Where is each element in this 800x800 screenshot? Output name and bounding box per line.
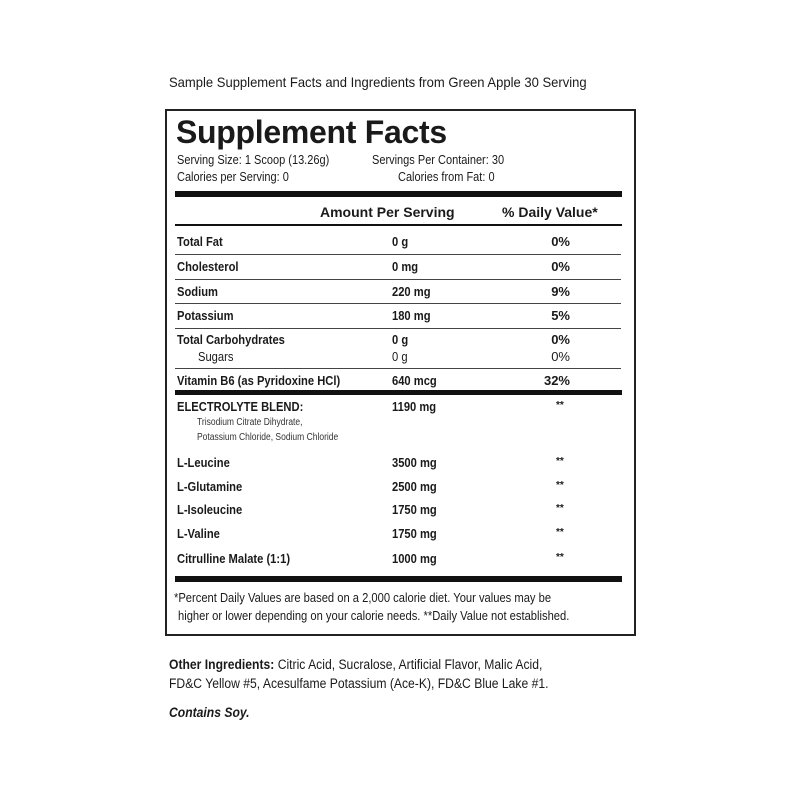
ingredient-dv: ** [556, 503, 564, 514]
ingredient-amount: 1000 mg [392, 551, 437, 566]
ingredient-name: Citrulline Malate (1:1) [177, 551, 291, 566]
ingredient-name: L-Glutamine [177, 479, 243, 494]
supplement-facts-panel [165, 109, 636, 636]
nutrient-amount: 0 g [392, 349, 408, 364]
row-divider [175, 279, 621, 280]
ingredient-name: L-Leucine [177, 455, 230, 470]
nutrient-name: Total Carbohydrates [177, 332, 285, 347]
ingredient-dv: ** [556, 552, 564, 563]
serving-size: Serving Size: 1 Scoop (13.26g) [177, 153, 330, 167]
nutrient-dv: 9% [551, 284, 570, 299]
footnote: *Percent Daily Values are based on a 2,0… [174, 590, 552, 605]
blend-amount: 1190 mg [392, 399, 437, 414]
panel-title: Supplement Facts [176, 114, 447, 150]
ingredient-dv: ** [556, 456, 564, 467]
nutrient-amount: 0 g [392, 234, 409, 249]
row-divider [175, 254, 621, 255]
blend-ingredients: Trisodium Citrate Dihydrate, [197, 417, 303, 428]
row-divider [175, 328, 621, 329]
nutrient-amount: 220 mg [392, 284, 431, 299]
blend-ingredients: Potassium Chloride, Sodium Chloride [197, 432, 339, 443]
other-ingredients-text: FD&C Yellow #5, Acesulfame Potassium (Ac… [169, 676, 549, 691]
row-divider [175, 303, 621, 304]
calories: Calories per Serving: 0 [177, 170, 289, 184]
nutrient-name: Sodium [177, 284, 218, 299]
nutrient-amount: 180 mg [392, 308, 431, 323]
ingredient-amount: 1750 mg [392, 526, 437, 541]
blend-dv: ** [556, 400, 564, 411]
nutrient-amount: 0 mg [392, 259, 419, 274]
nutrient-name: Vitamin B6 (as Pyridoxine HCl) [177, 373, 341, 388]
other-ingredients-text: Citric Acid, Sucralose, Artificial Flavo… [274, 657, 543, 672]
thick-divider [175, 576, 622, 582]
nutrient-name: Total Fat [177, 234, 223, 249]
header-amount: Amount Per Serving [320, 204, 455, 220]
nutrient-dv: 0% [551, 332, 570, 347]
ingredient-amount: 2500 mg [392, 479, 437, 494]
header-daily-value: % Daily Value* [502, 204, 598, 220]
servings-per-container: Servings Per Container: 30 [372, 153, 505, 167]
nutrient-name: Cholesterol [177, 259, 239, 274]
row-divider [175, 368, 621, 369]
other-ingredients-label: Other Ingredients: [169, 657, 275, 672]
nutrient-amount: 0 g [392, 332, 409, 347]
nutrient-dv: 0% [551, 259, 570, 274]
other-ingredients: Other Ingredients: Citric Acid, Sucralos… [169, 657, 542, 672]
ingredient-amount: 1750 mg [392, 502, 437, 517]
ingredient-name: L-Isoleucine [177, 502, 243, 517]
nutrient-dv: 5% [551, 308, 570, 323]
nutrient-amount: 640 mcg [392, 373, 437, 388]
header-divider [175, 224, 622, 226]
nutrient-dv: 0% [551, 234, 570, 249]
ingredient-amount: 3500 mg [392, 455, 437, 470]
allergen-statement: Contains Soy. [169, 705, 250, 720]
blend-name: ELECTROLYTE BLEND: [177, 399, 304, 414]
nutrient-dv: 0% [551, 349, 570, 364]
ingredient-name: L-Valine [177, 526, 220, 541]
ingredient-dv: ** [556, 480, 564, 491]
caption: Sample Supplement Facts and Ingredients … [169, 74, 587, 90]
thick-divider [175, 191, 622, 197]
thick-divider [175, 390, 622, 395]
nutrient-dv: 32% [543, 373, 570, 388]
footnote: higher or lower depending on your calori… [178, 608, 570, 623]
nutrient-name: Sugars [198, 349, 234, 364]
nutrient-name: Potassium [177, 308, 234, 323]
ingredient-dv: ** [556, 527, 564, 538]
calories-from-fat: Calories from Fat: 0 [398, 170, 495, 184]
